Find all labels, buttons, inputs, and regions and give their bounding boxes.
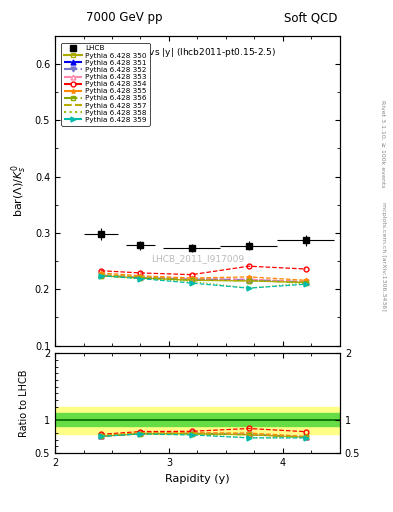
Legend: LHCB, Pythia 6.428 350, Pythia 6.428 351, Pythia 6.428 352, Pythia 6.428 353, Py: LHCB, Pythia 6.428 350, Pythia 6.428 351… [61, 42, 150, 126]
Pythia 6.428 359 [189, 280, 194, 286]
Pythia 6.428 357 [246, 278, 251, 284]
Text: LHCB_2011_I917009: LHCB_2011_I917009 [151, 254, 244, 263]
Line: Pythia 6.428 358: Pythia 6.428 358 [101, 276, 306, 288]
Pythia 6.428 359 [138, 275, 143, 282]
Pythia 6.428 356 [246, 278, 251, 284]
Bar [55, 413, 340, 426]
Pythia 6.428 350 [189, 277, 194, 283]
Text: 7000 GeV pp: 7000 GeV pp [86, 11, 163, 24]
Line: Pythia 6.428 352: Pythia 6.428 352 [98, 273, 308, 284]
Pythia 6.428 355 [189, 275, 194, 281]
Pythia 6.428 350 [303, 280, 308, 286]
Pythia 6.428 354 [246, 263, 251, 269]
Pythia 6.428 353 [138, 274, 143, 280]
Pythia 6.428 358 [138, 275, 143, 282]
Pythia 6.428 356 [303, 280, 308, 286]
X-axis label: Rapidity (y): Rapidity (y) [165, 474, 230, 483]
Pythia 6.428 350 [246, 278, 251, 284]
Pythia 6.428 359 [303, 281, 308, 287]
Line: Pythia 6.428 351: Pythia 6.428 351 [98, 273, 308, 284]
Line: Pythia 6.428 357: Pythia 6.428 357 [101, 274, 306, 282]
Text: mcplots.cern.ch [arXiv:1306.3436]: mcplots.cern.ch [arXiv:1306.3436] [381, 202, 386, 310]
Text: Soft QCD: Soft QCD [285, 11, 338, 24]
Pythia 6.428 351 [303, 279, 308, 285]
Pythia 6.428 353 [98, 271, 103, 278]
Line: Pythia 6.428 350: Pythia 6.428 350 [98, 273, 308, 285]
Pythia 6.428 351 [189, 276, 194, 282]
Pythia 6.428 357 [189, 276, 194, 283]
Pythia 6.428 355 [246, 274, 251, 280]
Pythia 6.428 354 [303, 266, 308, 272]
Line: Pythia 6.428 355: Pythia 6.428 355 [98, 270, 308, 283]
Pythia 6.428 359 [246, 285, 251, 291]
Pythia 6.428 358 [246, 285, 251, 291]
Pythia 6.428 357 [98, 271, 103, 278]
Pythia 6.428 351 [246, 276, 251, 283]
Pythia 6.428 352 [138, 274, 143, 281]
Pythia 6.428 351 [138, 274, 143, 281]
Pythia 6.428 358 [303, 280, 308, 286]
Pythia 6.428 353 [303, 279, 308, 285]
Pythia 6.428 356 [138, 275, 143, 281]
Pythia 6.428 352 [246, 276, 251, 283]
Pythia 6.428 358 [98, 273, 103, 279]
Pythia 6.428 352 [189, 276, 194, 282]
Pythia 6.428 350 [138, 275, 143, 281]
Y-axis label: Ratio to LHCB: Ratio to LHCB [19, 370, 29, 437]
Pythia 6.428 352 [303, 279, 308, 285]
Pythia 6.428 354 [189, 271, 194, 278]
Line: Pythia 6.428 356: Pythia 6.428 356 [98, 273, 308, 285]
Pythia 6.428 355 [98, 270, 103, 276]
Line: Pythia 6.428 353: Pythia 6.428 353 [98, 272, 308, 284]
Pythia 6.428 354 [138, 270, 143, 276]
Pythia 6.428 355 [303, 277, 308, 283]
Pythia 6.428 359 [98, 273, 103, 279]
Text: $\bar{N}$/K0S vs |y| (lhcb2011-pt0.15-2.5): $\bar{N}$/K0S vs |y| (lhcb2011-pt0.15-2.… [119, 45, 276, 60]
Pythia 6.428 352 [98, 272, 103, 279]
Y-axis label: bar($\Lambda$)/$K^0_s$: bar($\Lambda$)/$K^0_s$ [9, 164, 29, 217]
Pythia 6.428 357 [303, 279, 308, 285]
Pythia 6.428 354 [98, 268, 103, 274]
Pythia 6.428 350 [98, 273, 103, 279]
Pythia 6.428 356 [189, 277, 194, 283]
Pythia 6.428 353 [189, 275, 194, 282]
Pythia 6.428 357 [138, 274, 143, 280]
Pythia 6.428 355 [138, 273, 143, 279]
Line: Pythia 6.428 359: Pythia 6.428 359 [98, 273, 308, 291]
Bar [55, 407, 340, 435]
Text: Rivet 3.1.10, ≥ 100k events: Rivet 3.1.10, ≥ 100k events [381, 99, 386, 187]
Line: Pythia 6.428 354: Pythia 6.428 354 [98, 264, 308, 277]
Pythia 6.428 353 [246, 276, 251, 282]
Pythia 6.428 351 [98, 272, 103, 279]
Pythia 6.428 356 [98, 273, 103, 279]
Pythia 6.428 358 [189, 279, 194, 285]
